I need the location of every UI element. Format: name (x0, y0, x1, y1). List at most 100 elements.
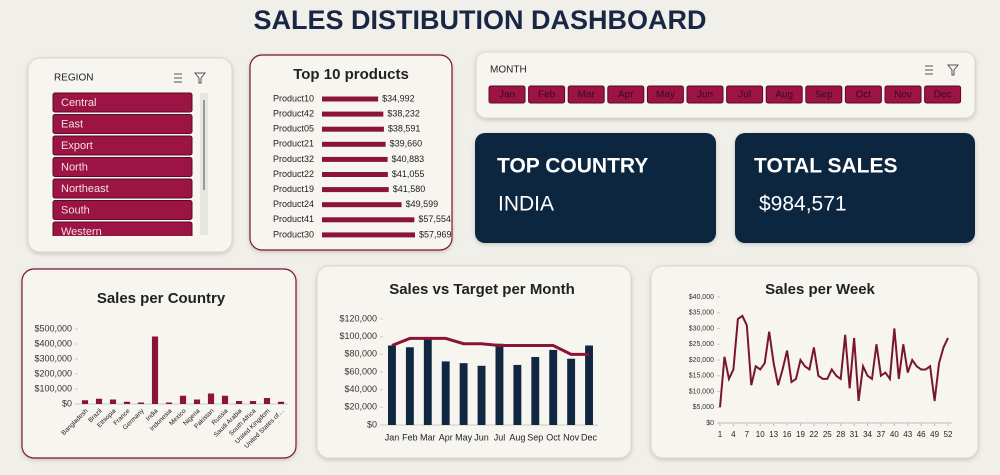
bar (249, 401, 257, 404)
value-label: $38,232 (387, 108, 420, 118)
slicer-item[interactable] (52, 114, 193, 134)
kpi-value: INDIA (498, 193, 554, 216)
y-tick-label: $120,000 (339, 313, 377, 323)
bar (585, 345, 593, 425)
x-tick-label: 52 (944, 430, 953, 439)
bar (235, 401, 243, 404)
slicer-item[interactable] (52, 92, 193, 113)
bar (388, 345, 396, 425)
slicer-item[interactable] (805, 85, 843, 104)
value-label: $39,660 (390, 139, 423, 149)
bar (109, 399, 117, 404)
slicer-item-label: East (61, 118, 83, 130)
y-tick-label: $0 (62, 398, 72, 408)
x-tick-label: Mar (420, 432, 436, 442)
bar (513, 364, 522, 425)
kpi-card (475, 133, 716, 243)
x-tick-label: May (455, 432, 473, 442)
country-panel (21, 268, 297, 459)
slicer-item-label: Apr (618, 90, 634, 101)
slicer-item[interactable] (528, 85, 566, 104)
y-tick-label: $20,000 (344, 402, 377, 412)
bar (322, 141, 386, 147)
kpi-value: $984,571 (759, 193, 847, 216)
y-tick-label: $100,000 (34, 383, 72, 393)
x-tick-label: 10 (756, 430, 765, 439)
x-tick-label: 43 (903, 430, 912, 439)
x-tick-label: Aug (509, 432, 525, 442)
x-tick-label: Nov (563, 432, 580, 442)
slicer-item-label: Oct (856, 90, 872, 101)
x-tick-label: Jul (494, 432, 506, 442)
bar (95, 398, 103, 404)
slicer-item[interactable] (924, 85, 962, 104)
dashboard-title: SALES DISTIBUTION DASHBOARD (253, 5, 706, 35)
month-panel (475, 51, 976, 119)
bar (322, 156, 388, 162)
slicer-title: MONTH (490, 65, 527, 76)
x-tick-label: 22 (809, 430, 818, 439)
slicer-item[interactable] (646, 85, 684, 104)
slicer-item-label: Northeast (61, 183, 109, 195)
slicer-item-label: Sep (815, 90, 833, 101)
slicer-item[interactable] (726, 85, 764, 104)
slicer-item-label: Dec (934, 90, 952, 101)
bar (322, 111, 384, 117)
bar (179, 395, 187, 404)
slicer-item[interactable] (765, 85, 803, 104)
category-label: Product24 (273, 199, 314, 209)
y-tick-label: $500,000 (34, 323, 72, 333)
bar (549, 349, 558, 425)
y-tick-label: $10,000 (689, 388, 714, 395)
slicer-item-label: Jun (697, 90, 713, 101)
kpi-label: TOTAL SALES (754, 155, 898, 178)
slicer-item[interactable] (52, 221, 193, 241)
slicer-item-label: South (61, 204, 90, 216)
x-tick-label: 7 (745, 430, 750, 439)
value-label: $57,554 (418, 214, 451, 224)
bar (165, 402, 173, 404)
bar (123, 401, 131, 404)
y-tick-label: $60,000 (344, 366, 377, 376)
bar (322, 172, 388, 177)
slicer-item[interactable] (52, 135, 193, 156)
bar (531, 356, 540, 425)
x-tick-label: 28 (836, 430, 845, 439)
slicer-item[interactable] (488, 85, 526, 104)
slicer-item[interactable] (686, 85, 724, 104)
scroll-thumb[interactable] (203, 100, 205, 190)
slicer-item[interactable] (52, 157, 193, 177)
slicer-item[interactable] (844, 85, 882, 104)
value-label: $38,591 (388, 124, 421, 134)
chart-title: Sales per Week (765, 281, 875, 298)
slicer-item[interactable] (52, 178, 193, 199)
slicer-item-label: Western (61, 226, 102, 238)
bar (495, 343, 504, 425)
slicer-item-label: Jan (499, 90, 515, 101)
y-tick-label: $40,000 (344, 384, 377, 394)
y-tick-label: $30,000 (689, 325, 714, 332)
kpi-card (735, 133, 975, 243)
bar (477, 365, 486, 425)
bar (207, 393, 215, 404)
y-tick-label: $15,000 (689, 373, 714, 380)
y-tick-label: $400,000 (34, 338, 72, 348)
bar (459, 363, 468, 425)
slicer-item[interactable] (567, 85, 605, 104)
x-tick-label: 49 (930, 430, 939, 439)
bar (137, 402, 145, 404)
x-tick-label: Sep (527, 432, 543, 442)
week-chart-panel (650, 265, 979, 459)
x-tick-label: Jun (474, 432, 489, 442)
y-tick-label: $200,000 (34, 368, 72, 378)
slicer-item[interactable] (607, 85, 645, 104)
sales-line (719, 314, 949, 408)
x-tick-label: 46 (917, 430, 926, 439)
value-label: $49,599 (406, 199, 439, 209)
slicer-item[interactable] (884, 85, 922, 104)
y-tick-label: $5,000 (693, 404, 715, 411)
region-list: Central East Export North Northeast South West… (52, 92, 193, 241)
y-tick-label: $40,000 (689, 294, 714, 301)
slicer-item[interactable] (52, 200, 193, 220)
x-tick-label: 25 (823, 430, 832, 439)
